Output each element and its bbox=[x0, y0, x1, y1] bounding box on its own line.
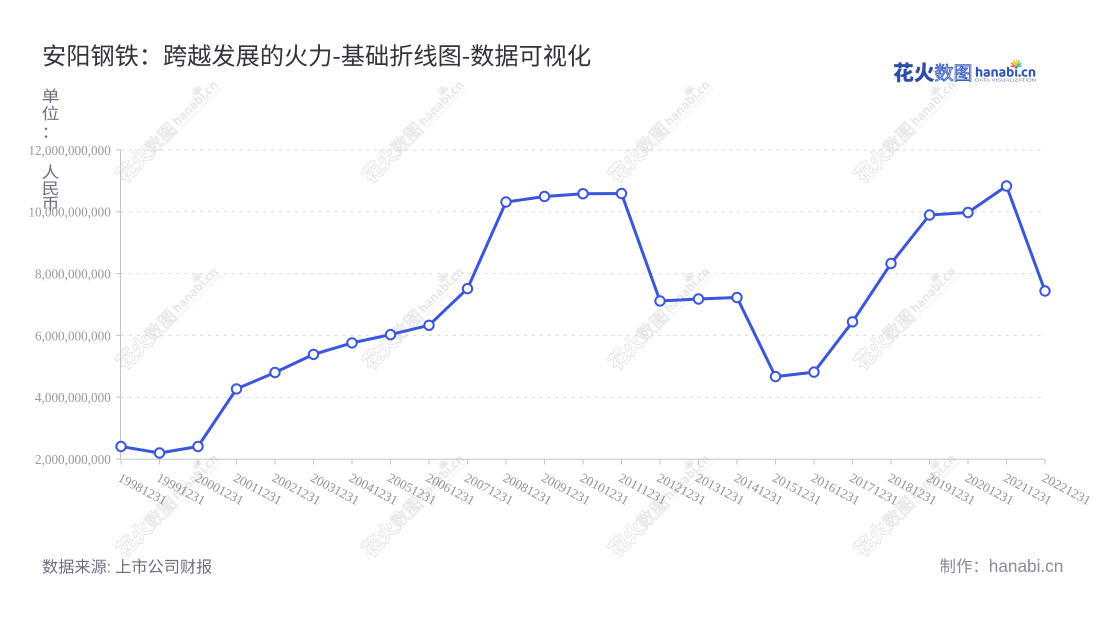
svg-text:10,000,000,000: 10,000,000,000 bbox=[28, 205, 111, 220]
svg-text:12,000,000,000: 12,000,000,000 bbox=[28, 143, 111, 158]
svg-text:hanabi.cn: hanabi.cn bbox=[989, 556, 1064, 576]
svg-text::: : bbox=[107, 560, 111, 577]
svg-text:8,000,000,000: 8,000,000,000 bbox=[35, 267, 111, 282]
svg-text:4,000,000,000: 4,000,000,000 bbox=[35, 390, 111, 405]
svg-text:2,000,000,000: 2,000,000,000 bbox=[35, 452, 111, 467]
svg-text:DATA VISUALIZATION: DATA VISUALIZATION bbox=[975, 78, 1036, 83]
svg-text:6,000,000,000: 6,000,000,000 bbox=[35, 328, 111, 343]
